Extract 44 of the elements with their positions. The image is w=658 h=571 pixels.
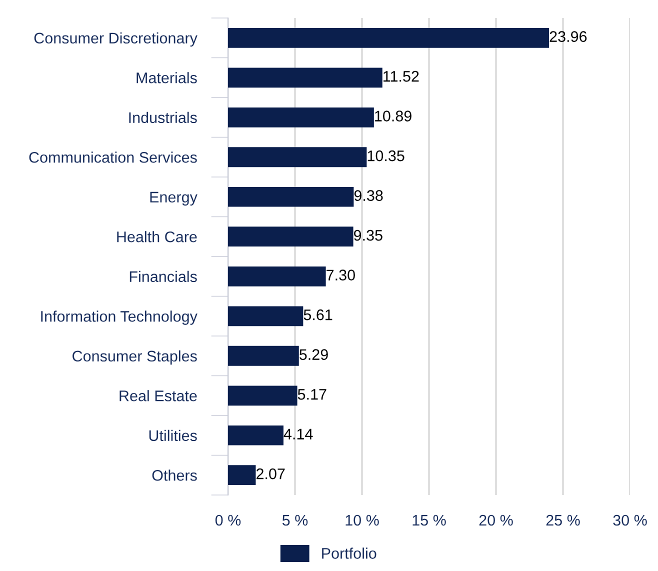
y-tick-label: Health Care: [117, 231, 197, 242]
data-label: 4.14: [284, 428, 313, 440]
y-tick-label: Consumer Staples: [72, 350, 197, 365]
x-tick-label: 10 %: [346, 514, 379, 526]
data-label: 5.29: [299, 349, 328, 360]
bar: [228, 306, 304, 326]
y-tick-label: Materials: [136, 72, 197, 84]
x-tick-label: 15 %: [412, 514, 446, 526]
y-tick-label: Industrials: [129, 112, 197, 124]
bar: [228, 386, 298, 406]
data-label: 7.30: [326, 270, 355, 280]
data-label: 10.35: [368, 150, 404, 162]
x-tick-label: 25 %: [546, 514, 580, 526]
bar: [228, 186, 354, 207]
bar: [228, 226, 354, 247]
data-label: 23.96: [550, 31, 587, 42]
data-label: 9.35: [354, 230, 382, 241]
bar: [228, 266, 326, 286]
y-tick-label: Others: [152, 470, 197, 481]
bar: [228, 28, 550, 48]
x-tick-label: 30 %: [613, 514, 647, 526]
y-tick-label: Information Technology: [41, 310, 198, 325]
bar: [228, 68, 382, 88]
y-tick-label: Consumer Discretionary: [34, 32, 198, 47]
bar: [228, 425, 284, 446]
data-label: 2.07: [256, 468, 285, 480]
data-label: 11.52: [384, 70, 419, 82]
bar: [228, 346, 299, 366]
y-tick-label: Utilities: [149, 430, 197, 442]
x-tick-label: 0 %: [215, 514, 241, 526]
data-label: 9.38: [354, 190, 383, 201]
y-tick-label: Financials: [130, 270, 197, 282]
bar: [228, 465, 256, 486]
bar: [228, 107, 374, 128]
y-tick-label: Communication Services: [29, 152, 197, 163]
y-tick-label: Energy: [150, 192, 198, 206]
bar: [228, 147, 367, 168]
data-label: 5.61: [304, 309, 332, 320]
legend-label: Portfolio: [322, 548, 376, 559]
x-tick-label: 20 %: [479, 514, 513, 526]
x-tick-label: 5 %: [282, 514, 308, 526]
data-label: 5.17: [298, 389, 326, 400]
y-tick-label: Real Estate: [120, 390, 197, 402]
data-label: 10.89: [375, 110, 412, 122]
